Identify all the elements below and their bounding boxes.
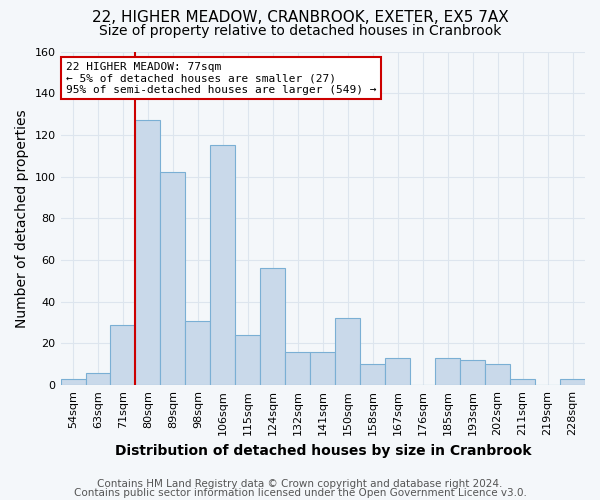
Text: 22, HIGHER MEADOW, CRANBROOK, EXETER, EX5 7AX: 22, HIGHER MEADOW, CRANBROOK, EXETER, EX… — [92, 10, 508, 25]
Text: Size of property relative to detached houses in Cranbrook: Size of property relative to detached ho… — [99, 24, 501, 38]
Bar — [460, 360, 485, 385]
Bar — [435, 358, 460, 385]
Bar — [211, 146, 235, 385]
X-axis label: Distribution of detached houses by size in Cranbrook: Distribution of detached houses by size … — [115, 444, 531, 458]
Bar — [310, 352, 335, 385]
Bar — [485, 364, 510, 385]
Bar — [235, 335, 260, 385]
Bar — [510, 379, 535, 385]
Bar — [260, 268, 286, 385]
Bar — [185, 320, 211, 385]
Y-axis label: Number of detached properties: Number of detached properties — [15, 109, 29, 328]
Bar — [110, 324, 136, 385]
Bar — [160, 172, 185, 385]
Text: Contains HM Land Registry data © Crown copyright and database right 2024.: Contains HM Land Registry data © Crown c… — [97, 479, 503, 489]
Text: Contains public sector information licensed under the Open Government Licence v3: Contains public sector information licen… — [74, 488, 526, 498]
Bar — [61, 379, 86, 385]
Text: 22 HIGHER MEADOW: 77sqm
← 5% of detached houses are smaller (27)
95% of semi-det: 22 HIGHER MEADOW: 77sqm ← 5% of detached… — [66, 62, 376, 94]
Bar — [560, 379, 585, 385]
Bar — [385, 358, 410, 385]
Bar — [86, 372, 110, 385]
Bar — [360, 364, 385, 385]
Bar — [335, 318, 360, 385]
Bar — [286, 352, 310, 385]
Bar — [136, 120, 160, 385]
